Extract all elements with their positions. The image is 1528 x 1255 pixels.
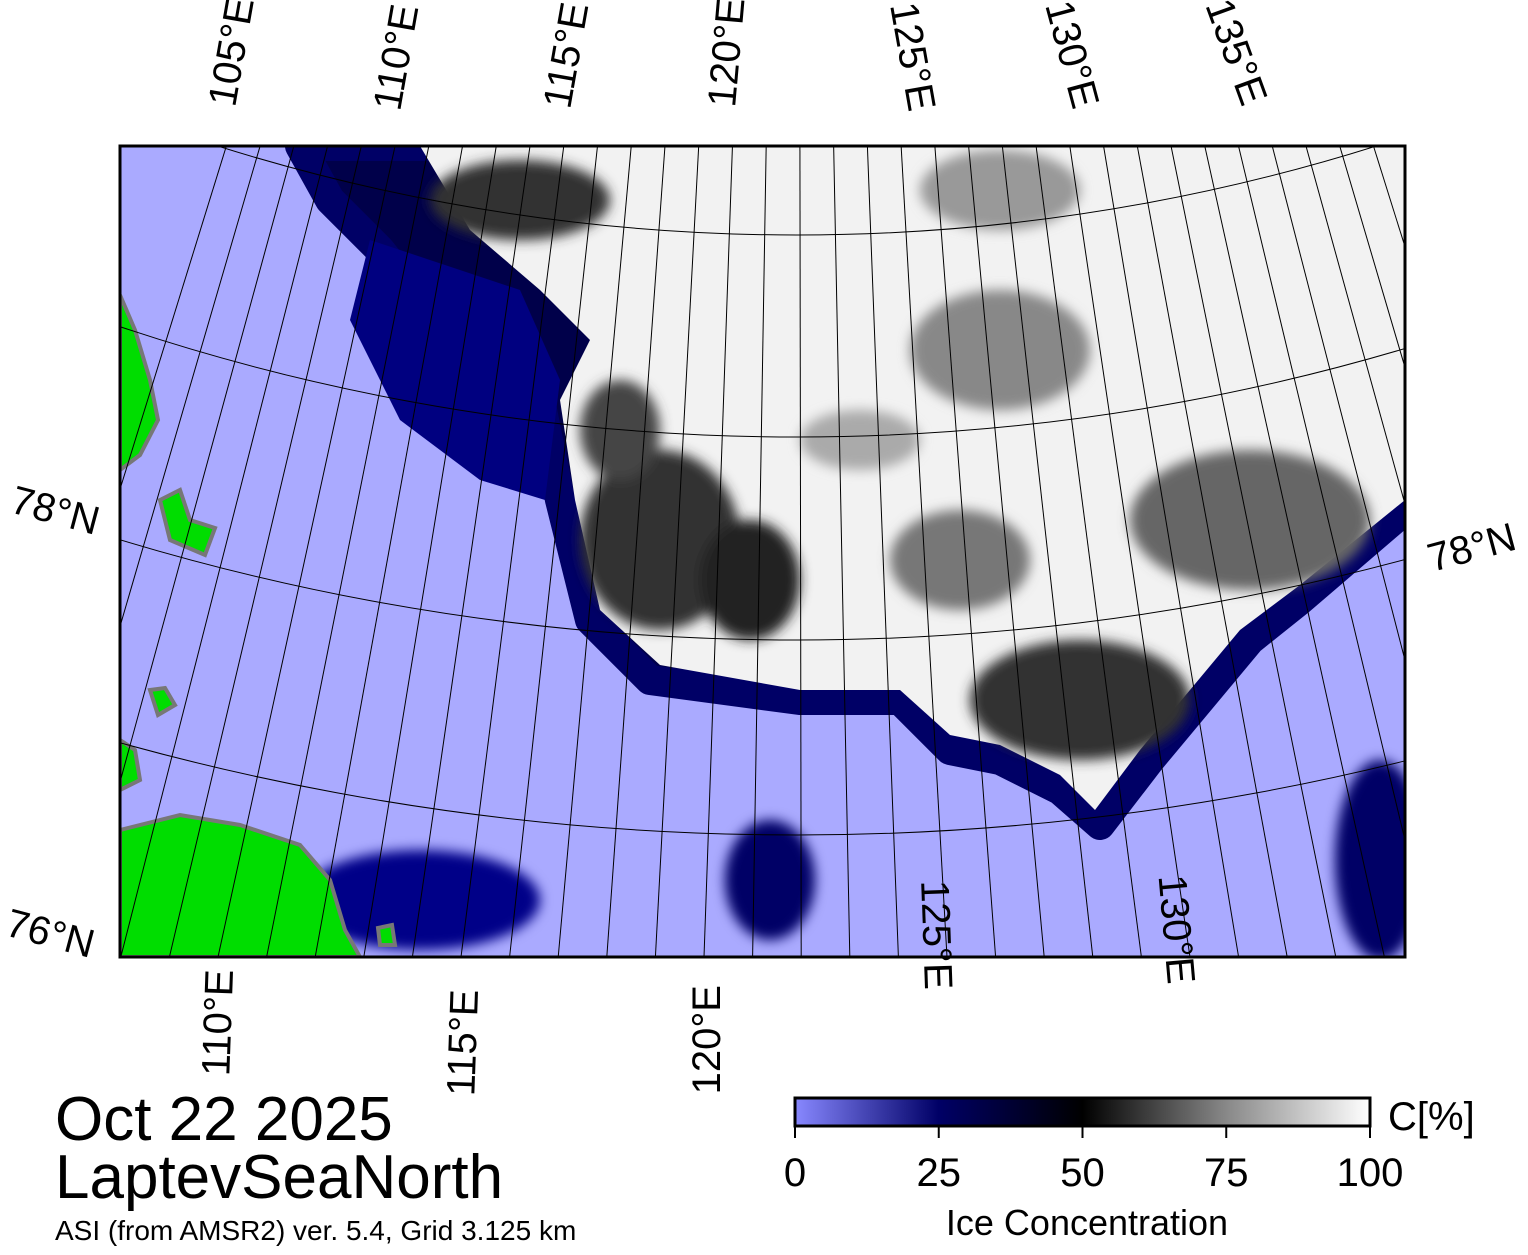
meridian — [833, 146, 851, 957]
meridian — [1136, 146, 1288, 957]
colorbar-title: Ice Concentration — [946, 1202, 1228, 1243]
top-lon-label: 135°E — [1197, 0, 1276, 111]
meridian — [866, 146, 899, 957]
meridian — [703, 146, 733, 957]
meridian — [968, 146, 1045, 957]
meridian — [1204, 146, 1385, 957]
meridian — [509, 146, 598, 957]
meridian — [266, 146, 430, 957]
left-lat-label: 76°N — [1, 901, 99, 967]
date: Oct 22 2025 — [55, 1085, 393, 1154]
meridian — [1271, 146, 1405, 663]
colorbar-tick-label: 25 — [917, 1151, 962, 1195]
meridian — [752, 146, 767, 957]
meridian — [1305, 146, 1405, 507]
meridian — [1170, 146, 1337, 957]
colorbar-tick-label: 75 — [1204, 1151, 1249, 1195]
colorbar-tick-label: 100 — [1337, 1151, 1404, 1195]
top-lon-label: 105°E — [201, 0, 263, 110]
meridian — [363, 146, 497, 957]
bottom-lon-label: 115°E — [439, 989, 487, 1097]
meridian — [1001, 146, 1094, 957]
meridian — [606, 146, 666, 957]
meridian — [460, 146, 565, 957]
top-lon-label: 120°E — [700, 0, 753, 109]
sea-ice — [420, 146, 1405, 810]
meridian — [120, 146, 261, 629]
meridian — [1035, 146, 1142, 957]
right-lat-label: 78°N — [1423, 515, 1521, 581]
meridian — [314, 146, 464, 957]
meridian — [217, 146, 396, 957]
region: LaptevSeaNorth — [55, 1143, 503, 1212]
bottom-lon-label: 120°E — [685, 985, 729, 1094]
meridian — [120, 146, 295, 784]
colorbar-tick-label: 0 — [784, 1151, 806, 1195]
colorbar-unit: C[%] — [1388, 1095, 1475, 1139]
top-lon-label: 110°E — [366, 1, 428, 113]
meridian — [934, 146, 997, 957]
map-frame — [118, 144, 1407, 959]
ice-variability — [300, 150, 1405, 957]
meridian — [1103, 146, 1240, 957]
meridian — [799, 146, 802, 957]
top-lon-label: 125°E — [881, 0, 943, 114]
map-area — [120, 146, 1405, 957]
meridian — [654, 146, 700, 957]
bottom-lon-label: 130°E — [1149, 873, 1202, 986]
blue-bay — [350, 240, 560, 500]
meridian — [120, 146, 329, 957]
meridian — [557, 146, 632, 957]
top-lon-label: 130°E — [1036, 0, 1107, 113]
land — [120, 294, 398, 957]
meridian — [900, 146, 948, 957]
bottom-lon-label: 125°E — [912, 879, 960, 990]
colorbar — [793, 1096, 1372, 1128]
colorbar-ticks: 0 25 50 75 100 — [784, 1126, 1404, 1195]
colorbar-tick-label: 50 — [1060, 1151, 1105, 1195]
bottom-lon-label: 110°E — [194, 969, 242, 1077]
meridian — [1237, 146, 1405, 843]
meridian — [120, 146, 227, 491]
meridian — [168, 146, 362, 957]
left-lat-label: 78°N — [6, 478, 104, 544]
source: ASI (from AMSR2) ver. 5.4, Grid 3.125 km — [55, 1215, 576, 1246]
meridian — [1069, 146, 1191, 957]
meridian — [411, 146, 531, 957]
graticule — [120, 146, 1405, 957]
top-lon-label: 115°E — [536, 0, 598, 112]
